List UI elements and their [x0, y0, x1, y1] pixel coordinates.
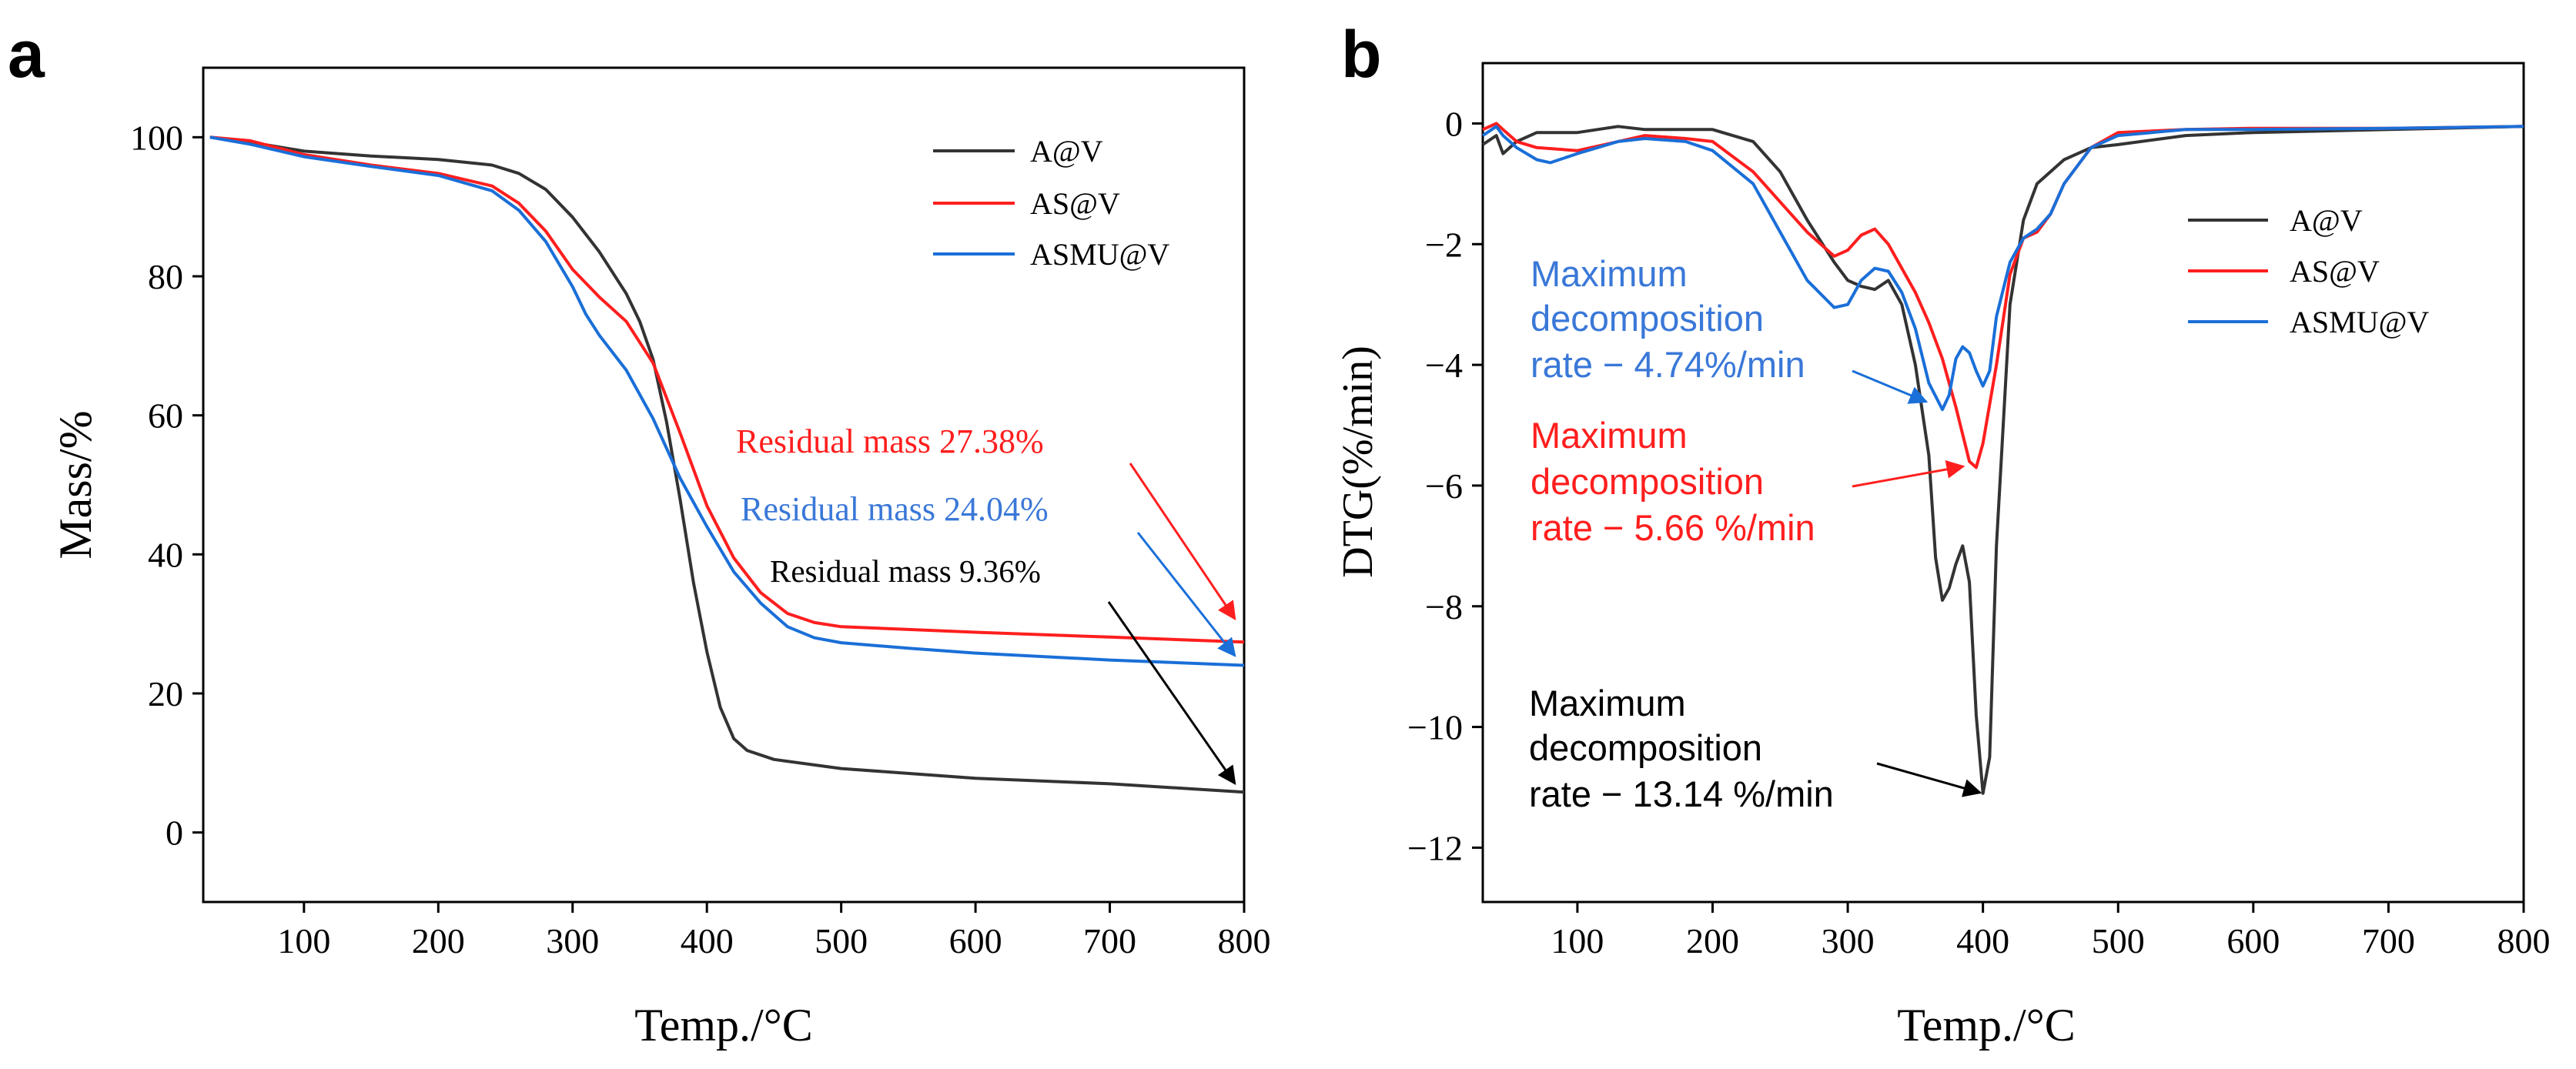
y-tick-label-a-40: 40 — [148, 535, 183, 574]
y-tick-label-a-80: 80 — [148, 257, 183, 296]
y-tick-label-a-0: 0 — [166, 813, 183, 853]
y-axis-title-a: Mass/% — [50, 410, 101, 559]
x-tick-label-b-500: 500 — [2092, 921, 2145, 960]
arrow-max-rate-av — [1876, 762, 1982, 797]
y-tick-label-a-60: 60 — [148, 396, 183, 436]
y-tick-label-b--6: −6 — [1425, 466, 1463, 506]
series-line-a-as-v — [209, 135, 1245, 644]
y-tick-label-b-0: 0 — [1445, 104, 1463, 143]
x-tick-label-b-100: 100 — [1551, 921, 1604, 960]
legend-label-a-av: A@V — [1030, 134, 1103, 169]
series-line-b-a-v — [1481, 125, 2524, 795]
a-series — [209, 135, 1245, 794]
x-axis-title-b: Temp./°C — [1897, 1000, 2075, 1051]
y-tick-label-b--10: −10 — [1407, 708, 1463, 747]
arrow-residual-av — [1107, 601, 1236, 785]
x-tick-label-a-400: 400 — [681, 921, 734, 960]
x-tick-label-a-700: 700 — [1083, 921, 1136, 960]
annotation-asmuv-line3: rate − 4.74%/min — [1531, 344, 1805, 385]
legend-label-a-asv: AS@V — [1030, 186, 1120, 221]
y-tick-label-b--4: −4 — [1425, 346, 1463, 385]
annotation-residual-av: Residual mass 9.36% — [770, 553, 1041, 589]
panel-b: 100 200 300 400 500 600 700 8000−2−4−6−8−10−12 … — [1334, 62, 2551, 1051]
x-tick-label-b-600: 600 — [2226, 921, 2280, 960]
y-tick-label-b--2: −2 — [1425, 225, 1463, 264]
series-line-b-asmu-v — [1481, 125, 2524, 412]
x-tick-label-a-800: 800 — [1218, 921, 1271, 960]
annotation-asv-line1: Maximum — [1531, 415, 1688, 456]
annotation-max-rate-asv: Maximum decomposition rate − 5.66 %/min — [1531, 415, 1815, 548]
legend-label-b-asv: AS@V — [2290, 254, 2380, 289]
a-ticks: 100 200 300 400 500 600 700 800 0 20 40 60 80 100 — [130, 118, 1271, 960]
b-series — [1481, 122, 2524, 795]
arrow-residual-asv — [1129, 463, 1236, 620]
y-tick-label-b--12: −12 — [1407, 828, 1463, 867]
x-tick-label-b-400: 400 — [1956, 921, 2009, 960]
x-tick-label-b-300: 300 — [1822, 921, 1875, 960]
x-tick-label-a-100: 100 — [277, 921, 330, 960]
series-line-a-asmu-v — [209, 135, 1245, 667]
b-ticks: 100 200 300 400 500 600 700 800 0 −2 −4 −6 −8 −10 −12 — [1407, 104, 2550, 960]
legend-label-a-asmuv: ASMU@V — [1030, 237, 1169, 272]
legend-a: A@V AS@V ASMU@V — [933, 134, 1169, 272]
annotation-asv-line3: rate − 5.66 %/min — [1531, 507, 1815, 548]
annotation-asmuv-line1: Maximum — [1531, 253, 1688, 294]
x-tick-label-b-200: 200 — [1686, 921, 1739, 960]
x-tick-label-a-500: 500 — [815, 921, 868, 960]
x-tick-label-b-800: 800 — [2497, 921, 2551, 960]
x-axis-title-a: Temp./°C — [634, 1000, 812, 1051]
x-tick-label-b-700: 700 — [2362, 921, 2415, 960]
annotation-residual-asmuv: Residual mass 24.04% — [741, 490, 1049, 528]
annotation-residual-asv: Residual mass 27.38% — [736, 423, 1044, 460]
series-line-a-a-v — [209, 135, 1245, 794]
x-tick-label-a-200: 200 — [412, 921, 465, 960]
annotation-asmuv-line2: decomposition — [1531, 298, 1764, 339]
x-tick-label-a-600: 600 — [949, 921, 1002, 960]
y-tick-label-a-100: 100 — [130, 118, 183, 157]
arrow-residual-asmuv — [1136, 532, 1236, 657]
y-axis-title-b: DTG(%/min) — [1334, 346, 1382, 578]
y-tick-label-b--8: −8 — [1425, 587, 1463, 626]
annotation-av-line2: decomposition — [1529, 727, 1762, 768]
x-tick-label-a-300: 300 — [546, 921, 599, 960]
arrow-max-rate-asmuv — [1852, 369, 1929, 404]
panel-label-b: b — [1341, 18, 1382, 92]
annotation-asv-line2: decomposition — [1531, 461, 1764, 502]
plot-frame-a — [202, 66, 1246, 904]
panel-label-a: a — [8, 18, 45, 92]
legend-label-b-av: A@V — [2290, 203, 2363, 238]
annotation-max-rate-av: Maximum decomposition rate − 13.14 %/min — [1529, 683, 1834, 814]
legend-b: A@V AS@V ASMU@V — [2188, 203, 2429, 339]
annotation-av-line1: Maximum — [1529, 683, 1686, 723]
annotation-av-line3: rate − 13.14 %/min — [1529, 773, 1834, 814]
plot-frame-b — [1481, 62, 2525, 904]
panel-a: 100 200 300 400 500 600 700 800 0 20 40 60 80 100 Tem… — [50, 66, 1271, 1051]
arrow-max-rate-asv — [1852, 460, 1965, 488]
y-tick-label-a-20: 20 — [148, 674, 183, 713]
annotation-max-rate-asmuv: Maximum decomposition rate − 4.74%/min — [1531, 253, 1805, 385]
legend-label-b-asmuv: ASMU@V — [2290, 305, 2429, 339]
